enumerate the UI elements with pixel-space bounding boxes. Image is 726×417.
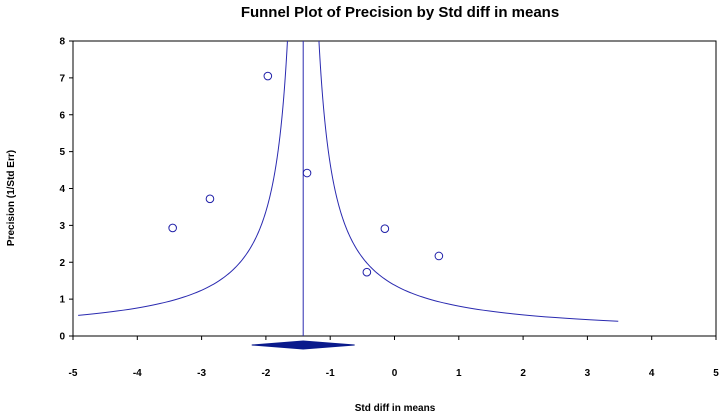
y-tick-label: 4 bbox=[59, 184, 65, 195]
plot-frame bbox=[72, 40, 717, 337]
y-tick-label: 3 bbox=[59, 221, 65, 232]
x-tick-label: 3 bbox=[585, 368, 591, 379]
study-point bbox=[380, 224, 390, 233]
x-axis-ticks: -5 -4 -3 -2 -1 0 1 2 3 4 5 bbox=[69, 336, 719, 379]
pooled-diamond bbox=[251, 340, 355, 350]
y-tick-label: 5 bbox=[59, 147, 65, 158]
y-tick-label: 0 bbox=[59, 332, 65, 343]
y-tick-label: 8 bbox=[59, 37, 65, 48]
funnel-right-limit bbox=[318, 40, 619, 322]
funnel-left-limit bbox=[78, 40, 288, 316]
study-point bbox=[263, 71, 273, 81]
x-axis-label: Std diff in means bbox=[355, 403, 436, 414]
y-tick-label: 1 bbox=[59, 295, 65, 306]
y-tick-label: 6 bbox=[59, 110, 65, 121]
x-tick-label: 5 bbox=[713, 368, 719, 379]
x-tick-label: 0 bbox=[392, 368, 398, 379]
y-tick-label: 2 bbox=[59, 258, 65, 269]
study-point bbox=[434, 251, 444, 261]
x-tick-label: -2 bbox=[261, 368, 270, 379]
chart-title: Funnel Plot of Precision by Std diff in … bbox=[241, 4, 559, 21]
x-tick-label: -4 bbox=[133, 368, 142, 379]
pooled-diamond-layer bbox=[251, 340, 355, 350]
study-point bbox=[362, 267, 372, 277]
x-tick-label: -5 bbox=[69, 368, 78, 379]
study-point bbox=[205, 194, 215, 204]
study-points bbox=[168, 71, 444, 277]
x-tick-label: 2 bbox=[520, 368, 526, 379]
x-tick-label: -1 bbox=[326, 368, 335, 379]
y-axis-label: Precision (1/Std Err) bbox=[6, 150, 17, 246]
funnel-lines bbox=[78, 40, 619, 336]
study-point bbox=[168, 223, 177, 233]
x-tick-label: 4 bbox=[649, 368, 655, 379]
y-axis-ticks: 0 1 2 3 4 5 6 7 8 bbox=[59, 37, 73, 343]
x-tick-label: 1 bbox=[456, 368, 462, 379]
y-tick-label: 7 bbox=[59, 73, 65, 84]
x-tick-label: -3 bbox=[197, 368, 206, 379]
study-point bbox=[302, 168, 312, 178]
